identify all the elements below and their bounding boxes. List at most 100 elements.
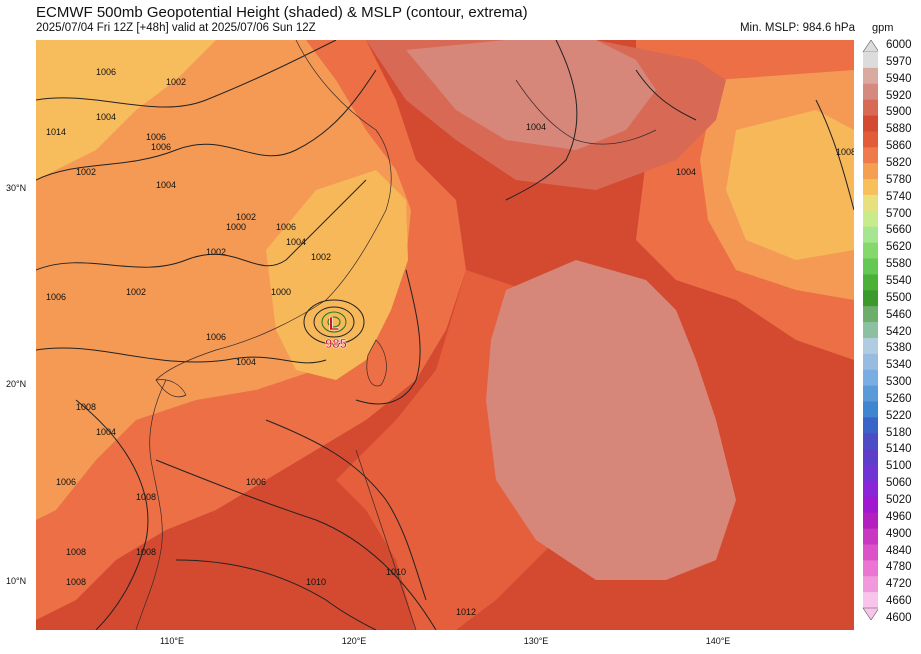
colorbar-swatch	[863, 194, 878, 212]
colorbar-tick-label: 5920	[886, 89, 912, 102]
colorbar-swatch	[863, 337, 878, 355]
coastline-hainan	[155, 379, 187, 398]
coastline-china	[155, 40, 392, 381]
colorbar-swatch	[863, 512, 878, 530]
colorbar-tick-label: 5460	[886, 308, 912, 321]
colorbar-tick-label: 5020	[886, 494, 912, 507]
colorbar-tick-label: 4600	[886, 612, 912, 624]
isobar-value-label: 1004	[236, 357, 256, 367]
colorbar-swatch	[863, 274, 878, 291]
colorbar-tick-label: 5540	[886, 274, 912, 287]
low-pressure-symbol: L	[329, 314, 340, 334]
isobar-ring	[303, 299, 365, 345]
isobar-value-label: 1002	[311, 252, 331, 262]
colorbar-swatch	[863, 480, 878, 498]
colorbar-tick-label: 5660	[886, 224, 912, 237]
isobar-value-label: 1004	[96, 427, 116, 437]
colorbar-swatch	[863, 67, 878, 85]
height-field-5920-high-north	[406, 40, 656, 150]
colorbar-swatch	[863, 290, 878, 307]
colorbar-swatch	[863, 401, 878, 418]
colorbar-tick-label: 5620	[886, 241, 912, 254]
isobar-value-label: 1008	[136, 492, 156, 502]
isobar-value-label: 1008	[76, 402, 96, 412]
colorbar-tick-label: 5060	[886, 477, 912, 490]
colorbar-swatch	[863, 544, 878, 561]
colorbar-tick-label: 6000	[886, 39, 912, 51]
min-mslp-readout: Min. MSLP: 984.6 hPa	[739, 22, 855, 34]
colorbar-swatch	[863, 99, 878, 117]
coastlines	[135, 40, 657, 630]
colorbar-swatch	[863, 417, 878, 434]
colorbar-tick-label: 5260	[886, 392, 912, 405]
isobar-value-label: 1004	[96, 112, 116, 122]
colorbar-tick-label: 5940	[886, 72, 912, 85]
colorbar-tick-label: 4780	[886, 561, 912, 574]
colorbar-swatch	[863, 115, 878, 132]
colorbar-swatch	[863, 147, 878, 164]
colorbar-swatch	[863, 242, 878, 260]
colorbar-swatch	[863, 465, 878, 482]
isobar-line	[355, 269, 421, 405]
colorbar-swatch	[863, 353, 878, 371]
lat-label-30n: 30°N	[6, 183, 27, 193]
colorbar-arrow-top	[862, 40, 878, 53]
isobar-value-label: 1014	[46, 127, 66, 137]
colorbar-tick-label: 5220	[886, 409, 912, 422]
colorbar-swatch	[863, 210, 878, 228]
colorbar-tick-label: 5300	[886, 376, 912, 389]
isobar-line	[815, 99, 854, 211]
colorbar-unit: gpm	[872, 22, 894, 34]
colorbar	[862, 40, 878, 620]
colorbar-tick-label: 5860	[886, 140, 912, 153]
colorbar-tick-label: 4660	[886, 595, 912, 608]
isobar-value-label: 1006	[96, 67, 116, 77]
isobar-value-label: 1006	[46, 292, 66, 302]
colorbar-tick-label: 5420	[886, 325, 912, 338]
colorbar-swatch	[863, 322, 878, 339]
colorbar-swatch	[863, 131, 878, 148]
isobar-contours	[36, 40, 854, 630]
isobar-ring	[313, 306, 355, 338]
colorbar-tick-label: 5500	[886, 291, 912, 304]
isobar-value-label: 1006	[146, 132, 166, 142]
isobar-value-label: 1008	[136, 547, 156, 557]
lon-label-120e: 120°E	[341, 636, 367, 646]
colorbar-tick-label: 4840	[886, 544, 912, 557]
isobar-value-label: 1006	[246, 477, 266, 487]
isobar-line	[36, 179, 367, 271]
colorbar-swatch	[863, 83, 878, 101]
height-field-5780-ne	[726, 110, 854, 260]
lon-label-130e: 130°E	[523, 636, 549, 646]
colorbar-tick-label: 5380	[886, 342, 912, 355]
isobar-value-label: 1000	[226, 222, 246, 232]
lat-label-20n: 20°N	[6, 379, 27, 389]
isobar-value-label: 1004	[286, 237, 306, 247]
colorbar-swatch	[863, 258, 878, 275]
isobar-line	[36, 347, 327, 364]
colorbar-swatch	[863, 52, 878, 69]
isobar-value-label: 1008	[66, 577, 86, 587]
isobar-line	[635, 69, 697, 121]
isobar-value-label: 1000	[271, 287, 291, 297]
isobar-value-label: 1012	[456, 607, 476, 617]
isobar-value-label: 1006	[276, 222, 296, 232]
colorbar-swatch	[863, 560, 878, 577]
colorbar-arrow-bottom	[862, 607, 878, 620]
colorbar-swatch	[863, 592, 878, 609]
weather-map: L 985 1006 1002 1004 1006 1014 1002 1006 1004 10…	[36, 40, 854, 630]
isobar-value-label: 1008	[836, 147, 854, 157]
isobar-value-label: 1002	[236, 212, 256, 222]
colorbar-swatch	[863, 385, 878, 402]
isobar-value-label: 1006	[206, 332, 226, 342]
colorbar-tick-label: 5180	[886, 426, 912, 439]
isobar-line	[175, 559, 377, 630]
map-canvas: L 985 1006 1002 1004 1006 1014 1002 1006 1004 10…	[36, 40, 854, 630]
colorbar-swatch	[863, 163, 878, 180]
colorbar-tick-label: 5970	[886, 55, 912, 68]
isobar-line	[265, 419, 427, 601]
isobar-value-label: 1004	[676, 167, 696, 177]
lon-label-140e: 140°E	[705, 636, 731, 646]
colorbar-swatch	[863, 528, 878, 545]
isobar-line	[75, 399, 149, 630]
